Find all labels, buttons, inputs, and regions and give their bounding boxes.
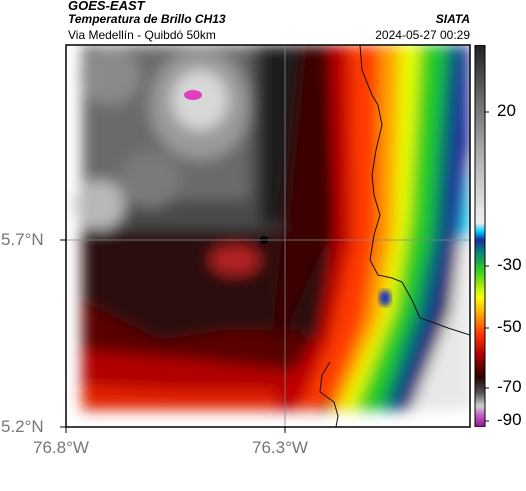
datetime-label: 2024-05-27 00:29 — [375, 28, 470, 42]
source-label: SIATA — [435, 12, 470, 26]
colorbar-label-20: 20 — [497, 101, 516, 120]
map-border — [65, 44, 471, 428]
y-label-5.7N: 5.7°N — [1, 230, 44, 249]
product-title: Temperatura de Brillo CH13 — [68, 12, 226, 26]
coldest-cloud-top — [184, 90, 202, 100]
x-label-76.3W: 76.3°W — [252, 438, 308, 457]
colorbar-label-minus50: -50 — [497, 317, 522, 336]
colorbar — [474, 45, 489, 427]
department-border-south — [319, 361, 339, 427]
department-border — [359, 45, 470, 336]
colorbar-label-minus70: -70 — [497, 377, 522, 396]
colorbar-label-minus90: -90 — [497, 410, 522, 429]
gridlines — [66, 45, 470, 427]
route-subtitle: Via Medellín - Quibdó 50km — [68, 28, 216, 42]
colorbar-label-minus30: -30 — [497, 255, 522, 274]
x-label-76.8W: 76.8°W — [33, 438, 89, 457]
brightness-temperature-field — [75, 45, 470, 410]
axis-ticks — [60, 239, 286, 433]
borders — [319, 45, 470, 427]
satellite-title: GOES-EAST — [68, 0, 145, 13]
y-label-5.2N: 5.2°N — [1, 417, 44, 436]
